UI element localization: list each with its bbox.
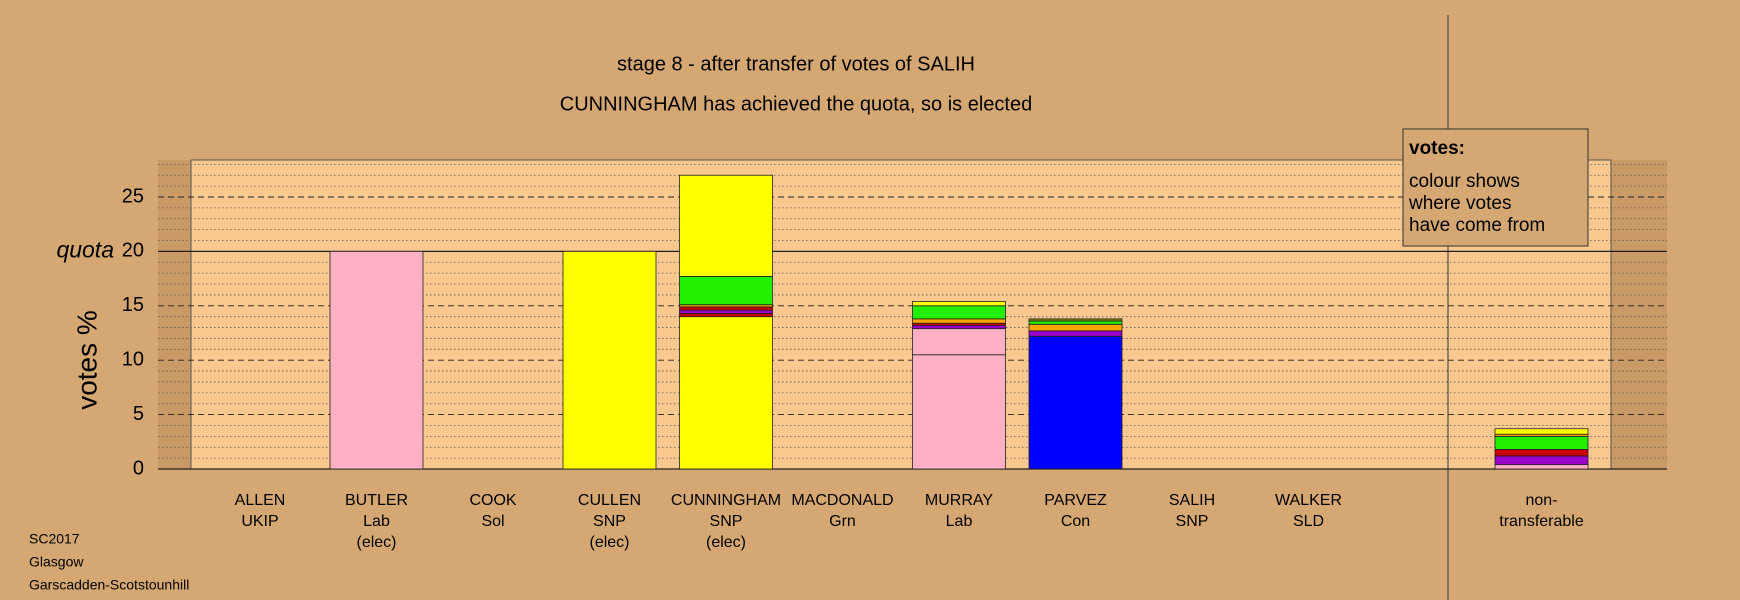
bar-segment [679,313,773,318]
x-tick-label: Sol [481,513,504,530]
x-tick-label: Lab [946,513,973,530]
bar-segment [1494,428,1589,435]
bar-segment [912,354,1006,470]
bar-segment [679,174,773,277]
footer-text: Garscadden-Scotstounhill [29,577,189,593]
quota-label: quota [56,236,114,262]
y-tick-label: 10 [122,348,144,370]
x-tick-label: transferable [1499,513,1584,530]
bar-segment [1028,318,1123,322]
x-tick-label: non- [1525,492,1557,509]
bar-segment [912,301,1006,307]
x-tick-label: CUNNINGHAM [671,492,781,509]
x-tick-label: CULLEN [578,492,641,509]
x-tick-label: Lab [363,513,390,530]
bar-segment [912,324,1006,330]
bar-segment [1494,435,1589,450]
x-tick-label: WALKER [1275,492,1342,509]
bar-segment [1028,320,1123,325]
footer-text: SC2017 [29,531,80,547]
chart-subtitle: CUNNINGHAM has achieved the quota, so is… [560,93,1032,115]
legend-box [1402,128,1589,247]
x-tick-label: SNP [1176,513,1209,530]
bar-segment [912,318,1006,324]
bar-segment [1494,449,1589,457]
bar-segment [679,316,773,470]
y-tick-label: 25 [122,185,144,207]
bar-segment [562,250,657,470]
x-tick-label: Con [1061,513,1090,530]
x-tick-label: COOK [469,492,516,509]
bar-segment [912,328,1006,356]
x-tick-label: PARVEZ [1044,492,1107,509]
bar-segment [912,305,1006,320]
bar-segment [1494,455,1589,466]
x-tick-label: MACDONALD [791,492,893,509]
y-tick-label: 20 [122,240,144,262]
bar-segment [1028,323,1123,332]
bar-segment [679,306,773,311]
x-tick-label: (elec) [589,534,629,551]
y-tick-label: 5 [133,403,144,425]
y-tick-label: 0 [133,457,144,479]
chart-title: stage 8 - after transfer of votes of SAL… [617,53,975,75]
x-tick-label: UKIP [241,513,278,530]
y-tick-label: 15 [122,294,144,316]
bar-segment [679,276,773,306]
x-tick-label: (elec) [706,534,746,551]
legend-text: colour shows [1409,171,1520,192]
legend-title: votes: [1409,138,1465,159]
plot-area [190,159,1612,470]
bar-segment [1028,335,1123,470]
bar-segment [1494,464,1589,470]
legend-text: have come from [1409,215,1545,236]
x-tick-label: SLD [1293,513,1324,530]
x-tick-label: MURRAY [925,492,993,509]
x-tick-label: SNP [593,513,626,530]
legend-text: where votes [1408,193,1511,214]
x-tick-label: BUTLER [345,492,408,509]
y-axis-label: votes % [71,310,102,410]
x-tick-label: SNP [710,513,743,530]
x-tick-label: Grn [829,513,856,530]
x-tick-label: (elec) [356,534,396,551]
bar-segment [679,309,773,314]
footer-text: Glasgow [29,554,84,570]
bar-segment [1028,330,1123,337]
x-tick-label: ALLEN [235,492,286,509]
x-tick-label: SALIH [1169,492,1215,509]
bar-segment [329,250,424,470]
